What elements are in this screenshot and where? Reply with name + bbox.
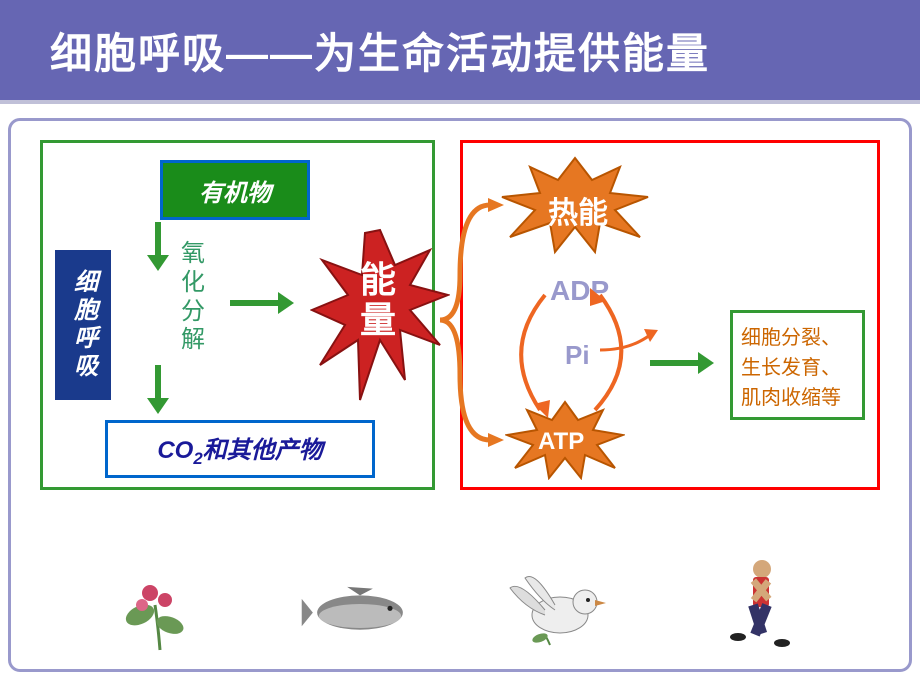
header: 细胞呼吸——为生命活动提供能量: [0, 0, 920, 100]
page-title: 细胞呼吸——为生命活动提供能量: [50, 20, 710, 81]
plant-icon: [100, 560, 220, 660]
heat-label: 热能: [548, 188, 608, 232]
life-activities-box: 细胞分裂、生长发育、肌肉收缩等: [730, 310, 865, 420]
organism-illustrations: [0, 560, 920, 660]
runner-icon: [700, 560, 820, 660]
energy-label: 能量: [358, 260, 398, 339]
arrow-to-energy: [230, 300, 280, 306]
header-divider: [0, 100, 920, 104]
adp-atp-cycle-icon: [490, 280, 670, 440]
cell-respiration-label: 细胞呼吸: [55, 250, 111, 400]
fish-icon: [300, 560, 420, 660]
co2-products-label: CO2和其他产物: [105, 420, 375, 478]
arrow-organic-down1: [155, 222, 161, 257]
organic-matter-label: 有机物: [160, 160, 310, 220]
oxidation-label: 氧化分解: [180, 240, 206, 355]
arrow-organic-down2: [155, 365, 161, 400]
bird-icon: [500, 560, 620, 660]
